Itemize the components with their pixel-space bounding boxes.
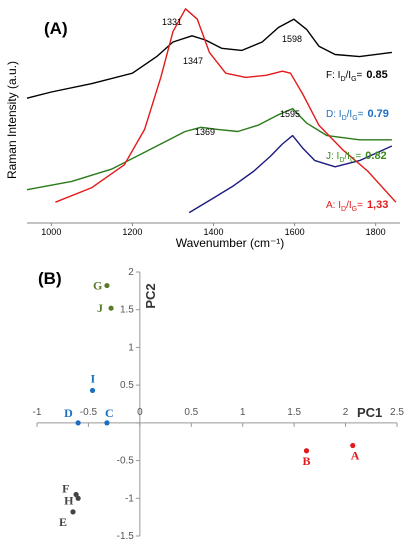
ratio-label: J: ID/IG= 0.82 — [326, 150, 387, 164]
ratio-text-sub2: G — [350, 157, 355, 164]
panel-b-x-tick-label: 1 — [240, 407, 246, 418]
panel-b-x-tick-label: 0 — [137, 407, 143, 418]
ratio-text-prefix: J: I — [326, 151, 339, 162]
ratio-text-mid: /I — [344, 151, 350, 162]
ratio-text-suffix: = — [358, 109, 364, 120]
panel-b-x-tick-label: 2.5 — [390, 407, 404, 418]
scatter-point-J — [108, 305, 114, 311]
ratio-text-sub2: G — [352, 206, 357, 213]
panel-b-x-tick-label: 0.5 — [184, 407, 198, 418]
scatter-point-label: B — [302, 454, 310, 468]
panel-b-y-tick-label: -1 — [125, 493, 134, 504]
panel-b-y-tick-label: 1.5 — [120, 305, 134, 316]
ratio-text-sub1: D — [339, 157, 344, 164]
panel-a-x-ticks: 1000 1200 1400 1600 1800 — [41, 223, 386, 237]
panel-b-y-tick-label: 1 — [128, 342, 134, 353]
ratio-text-prefix: F: I — [326, 70, 340, 81]
scatter-point-label: E — [59, 515, 67, 529]
peak-label-1369: 1369 — [195, 127, 215, 137]
panel-a-x-tick-label: 1600 — [285, 227, 305, 237]
scatter-point-C — [104, 420, 110, 426]
ratio-text-suffix: = — [355, 151, 361, 162]
panel-b-label: (B) — [38, 269, 62, 288]
peak-label-1598: 1598 — [282, 34, 302, 44]
panel-b-x-tick-label: 1.5 — [287, 407, 301, 418]
ratio-text-sub1: D — [340, 76, 345, 83]
panel-a-x-tick-label: 1200 — [122, 227, 142, 237]
panel-b-x-tick-label: -1 — [33, 407, 42, 418]
scatter-point-label: I — [91, 371, 96, 385]
ratio-label: A: ID/IG= 1,33 — [326, 199, 388, 213]
panel-a-x-axis-title: Wavenumber (cm⁻¹) — [176, 236, 285, 250]
scatter-point-label: J — [97, 301, 103, 315]
peak-label-1331: 1331 — [162, 17, 182, 27]
ratio-text-prefix: A: I — [326, 200, 341, 211]
scatter-point-label: G — [93, 279, 102, 293]
ratio-text-sub1: D — [342, 115, 347, 122]
ratio-label: F: ID/IG= 0.85 — [326, 69, 388, 83]
ratio-text-mid: /I — [346, 70, 352, 81]
scatter-point-E — [70, 509, 76, 515]
ratio-text-mid: /I — [346, 200, 352, 211]
peak-label-1595: 1595 — [280, 109, 300, 119]
panel-b-y-tick-label: -1.5 — [117, 531, 135, 542]
panel-a-x-tick-label: 1400 — [203, 227, 223, 237]
ratio-value: 1,33 — [367, 199, 388, 211]
panel-a-series — [26, 8, 397, 214]
spectrum-line-D — [188, 134, 393, 214]
ratio-label: D: ID/IG= 0.79 — [326, 108, 389, 122]
ratio-text-mid: /I — [347, 109, 353, 120]
scatter-point-G — [104, 282, 110, 289]
scatter-point-D — [75, 420, 81, 426]
panel-a-x-tick-label: 1000 — [41, 227, 61, 237]
spectrum-line-A — [55, 8, 397, 203]
scatter-point-label: C — [105, 406, 114, 420]
scatter-point-label: H — [64, 493, 74, 507]
panel-a-ratio-labels: F: ID/IG= 0.85D: ID/IG= 0.79J: ID/IG= 0.82A… — [326, 69, 389, 213]
panel-b-y-tick-label: -0.5 — [117, 456, 135, 467]
scatter-point-label: A — [351, 448, 360, 462]
ratio-value: 0.82 — [365, 150, 386, 162]
ratio-text-prefix: D: I — [326, 109, 342, 120]
ratio-text-suffix: = — [357, 200, 363, 211]
panel-b-x-tick-label: 2 — [343, 407, 349, 418]
panel-b-plot: -1 -0.5 0 0.5 1 1.5 2 2.5 2 1.5 1 0.5 -0.5 -1 -1.5 GJ I D… — [33, 267, 405, 542]
scatter-point-label: D — [64, 406, 73, 420]
scatter-point-A — [350, 442, 356, 449]
panel-a-y-axis-title: Raman Intensity (a.u.) — [5, 61, 19, 179]
panel-a-label: (A) — [44, 19, 68, 38]
scatter-point-I — [89, 387, 96, 394]
panel-b-y-tick-label: 2 — [128, 267, 134, 278]
ratio-text-suffix: = — [357, 70, 363, 81]
scatter-point-label: F — [62, 482, 69, 496]
panel-b-x-axis-title: PC1 — [357, 405, 382, 420]
panel-b-y-tick-label: 0.5 — [120, 380, 134, 391]
ratio-text-sub1: D — [341, 206, 346, 213]
peak-label-1347: 1347 — [183, 56, 203, 66]
scatter-point-H — [75, 495, 81, 501]
panel-b-y-axis-title: PC2 — [143, 283, 158, 308]
panel-b-x-tick-label: -0.5 — [80, 407, 98, 418]
spectrum-line-F — [26, 18, 392, 99]
ratio-value: 0.85 — [366, 69, 387, 81]
spectrum-line-J — [26, 107, 392, 191]
ratio-value: 0.79 — [367, 108, 388, 120]
panel-a-x-tick-label: 1800 — [366, 227, 386, 237]
ratio-text-sub2: G — [352, 115, 357, 122]
ratio-text-sub2: G — [351, 76, 356, 83]
scatter-point-B — [303, 448, 310, 454]
